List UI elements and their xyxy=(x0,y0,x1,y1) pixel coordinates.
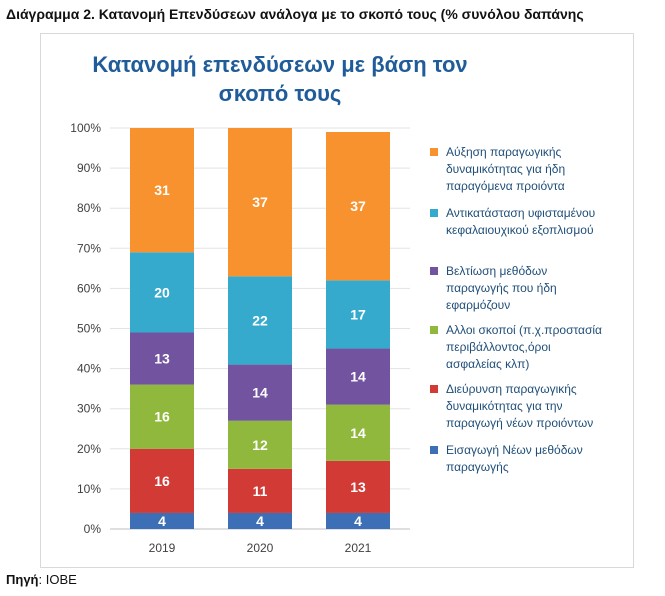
legend-label-line: δυναμικότητας για ήδη xyxy=(446,162,566,176)
legend-swatch xyxy=(430,385,438,393)
data-label: 11 xyxy=(253,483,268,499)
legend-label-line: παραγόμενα προιόντα xyxy=(446,179,565,193)
data-label: 17 xyxy=(350,306,366,322)
bar-segment xyxy=(130,332,194,385)
data-label: 4 xyxy=(158,513,166,529)
legend-swatch xyxy=(430,267,438,275)
bar-segment xyxy=(326,404,390,461)
legend-item: Αντικατάσταση υφισταμένου κεφαλαιουχικού … xyxy=(430,205,595,239)
y-tick-label: 70% xyxy=(77,241,101,255)
bar-segment xyxy=(130,128,194,253)
data-label: 37 xyxy=(252,194,268,210)
legend-label: Αντικατάσταση υφισταμένου κεφαλαιουχικού … xyxy=(446,205,595,239)
bar-segment xyxy=(130,512,194,529)
y-tick-label: 10% xyxy=(77,482,101,496)
x-tick-label: 2021 xyxy=(345,541,372,555)
chart-title-line-2: σκοπό τους xyxy=(218,81,342,106)
bar-segment xyxy=(228,364,292,421)
legend-label-line: Αύξηση παραγωγικής xyxy=(446,145,562,159)
legend-item: Διεύρυνση παραγωγικής δυναμικότητας για τ… xyxy=(430,381,593,432)
legend-swatch xyxy=(430,209,438,217)
legend-item: Αύξηση παραγωγικής δυναμικότητας για ήδη π… xyxy=(430,144,565,195)
data-label: 31 xyxy=(154,182,170,198)
legend-label-line: εφαρμόζουν xyxy=(446,298,511,312)
data-label: 13 xyxy=(154,351,170,367)
source-value: : IOBE xyxy=(38,572,77,587)
data-label: 16 xyxy=(154,473,170,489)
legend-label: Διεύρυνση παραγωγικής δυναμικότητας για τ… xyxy=(446,381,593,432)
data-label: 14 xyxy=(350,425,366,441)
bar-segment xyxy=(228,276,292,365)
data-label: 14 xyxy=(350,369,366,385)
legend-label-line: ασφαλείας κλπ) xyxy=(446,357,530,371)
figure-caption: Διάγραμμα 2. Κατανομή Επενδύσεων ανάλογα… xyxy=(6,6,584,22)
legend-label-line: Αλλοι σκοποί (π.χ.προστασία xyxy=(446,323,602,337)
y-tick-label: 0% xyxy=(84,522,102,536)
bar-segment xyxy=(326,512,390,529)
legend-label-line: παραγωγής xyxy=(446,460,509,474)
source-note: Πηγή: IOBE xyxy=(6,572,77,587)
y-tick-label: 80% xyxy=(77,201,101,215)
data-label: 4 xyxy=(354,513,362,529)
y-tick-label: 90% xyxy=(77,161,101,175)
legend-label-line: παραγωγής που ήδη xyxy=(446,281,557,295)
legend-item: Βελτίωση μεθόδων παραγωγής που ήδη εφαρμόζ… xyxy=(430,263,557,314)
legend-item: Εισαγωγή Νέων μεθόδων παραγωγής xyxy=(430,442,583,476)
y-tick-label: 60% xyxy=(77,281,101,295)
bar-segment xyxy=(228,468,292,513)
legend-label-line: περιβάλλοντος,όροι xyxy=(446,340,551,354)
chart-title: Κατανομή επενδύσεων με βάση τον σκοπό το… xyxy=(40,50,520,108)
data-label: 22 xyxy=(252,312,268,328)
legend-label-line: Εισαγωγή Νέων μεθόδων xyxy=(446,443,583,457)
bar-segment xyxy=(228,512,292,529)
legend-item: Αλλοι σκοποί (π.χ.προστασία περιβάλλοντος… xyxy=(430,322,602,373)
legend-label: Βελτίωση μεθόδων παραγωγής που ήδη εφαρμόζ… xyxy=(446,263,557,314)
legend-label: Αλλοι σκοποί (π.χ.προστασία περιβάλλοντος… xyxy=(446,322,602,373)
legend-label: Εισαγωγή Νέων μεθόδων παραγωγής xyxy=(446,442,583,476)
data-label: 4 xyxy=(256,513,264,529)
legend-swatch xyxy=(430,148,438,156)
bar-segment xyxy=(130,252,194,333)
data-label: 16 xyxy=(154,409,170,425)
bar-segment xyxy=(326,280,390,349)
y-tick-label: 30% xyxy=(77,402,101,416)
legend-label-line: Διεύρυνση παραγωγικής xyxy=(446,382,577,396)
legend-label-line: δυναμικότητας για την xyxy=(446,399,563,413)
bar-segment xyxy=(130,384,194,449)
y-tick-label: 40% xyxy=(77,362,101,376)
data-label: 12 xyxy=(252,437,268,453)
legend-label-line: παραγωγή νέων προιόντων xyxy=(446,416,594,430)
data-label: 20 xyxy=(154,284,170,300)
bar-segment xyxy=(130,448,194,513)
bar-segment xyxy=(326,132,390,281)
legend-swatch xyxy=(430,326,438,334)
bar-segment xyxy=(228,128,292,277)
legend-label-line: Αντικατάσταση υφισταμένου xyxy=(446,206,596,220)
data-label: 13 xyxy=(350,479,366,495)
legend-label: Αύξηση παραγωγικής δυναμικότητας για ήδη π… xyxy=(446,144,565,195)
bar-segment xyxy=(228,420,292,469)
x-tick-label: 2020 xyxy=(247,541,274,555)
x-tick-label: 2019 xyxy=(149,541,176,555)
legend-label-line: κεφαλαιουχικού εξοπλισμού xyxy=(446,223,594,237)
bar-segment xyxy=(326,460,390,513)
bar-segment xyxy=(326,348,390,405)
legend-swatch xyxy=(430,446,438,454)
y-tick-label: 100% xyxy=(70,121,101,135)
data-label: 37 xyxy=(350,198,366,214)
y-tick-label: 50% xyxy=(77,322,101,336)
y-tick-label: 20% xyxy=(77,442,101,456)
legend-label-line: Βελτίωση μεθόδων xyxy=(446,264,548,278)
data-label: 14 xyxy=(252,385,268,401)
source-label: Πηγή xyxy=(6,572,39,587)
chart-title-line-1: Κατανομή επενδύσεων με βάση τον xyxy=(92,52,468,77)
